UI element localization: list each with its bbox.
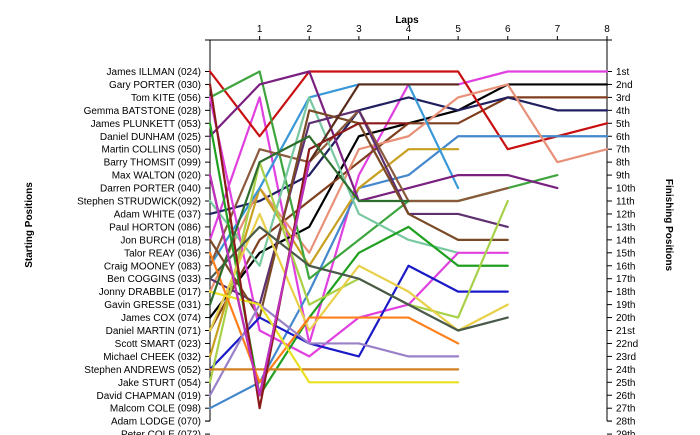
driver-label: David CHAPMAN (019) <box>97 391 201 402</box>
driver-label: Craig MOONEY (083) <box>104 261 201 272</box>
driver-label: Daniel DUNHAM (025) <box>100 132 201 143</box>
finishing-position-label: 18th <box>616 287 635 298</box>
driver-label: Stephen STRUDWICK(092) <box>77 197 201 208</box>
x-tick-label: 7 <box>555 24 561 35</box>
finishing-position-label: 4th <box>616 106 630 117</box>
series-line <box>208 148 460 358</box>
finishing-position-label: 17th <box>616 274 635 285</box>
finishing-position-label: 5th <box>616 119 630 130</box>
x-tick-label: 1 <box>257 24 263 35</box>
series-line <box>208 96 609 216</box>
finishing-position-label: 22nd <box>616 339 638 350</box>
driver-label: Darren PORTER (040) <box>100 184 201 195</box>
driver-label: James ILLMAN (024) <box>107 67 201 78</box>
finishing-position-label: 8th <box>616 158 630 169</box>
driver-label: Adam WHITE (037) <box>114 209 201 220</box>
x-tick-label: 4 <box>406 24 412 35</box>
finishing-position-label: 9th <box>616 171 630 182</box>
series-line <box>208 70 559 203</box>
driver-label: Martin COLLINS (050) <box>102 145 201 156</box>
finishing-position-label: 24th <box>616 365 635 376</box>
finishing-position-label: 19th <box>616 300 635 311</box>
driver-label: Barry THOMSIT (099) <box>104 158 201 169</box>
x-tick-label: 5 <box>455 24 461 35</box>
driver-label: Max WALTON (020) <box>112 171 201 182</box>
x-tick-label: 3 <box>356 24 362 35</box>
finishing-position-label: 28th <box>616 417 635 428</box>
finishing-position-label: 6th <box>616 132 630 143</box>
finishing-position-label: 27th <box>616 404 635 415</box>
finishing-position-label: 11th <box>616 197 635 208</box>
driver-label: James PLUNKETT (053) <box>91 119 201 130</box>
finishing-position-label: 21st <box>616 326 635 337</box>
finishing-position-label: 15th <box>616 248 635 259</box>
finishing-position-label: 12th <box>616 209 635 220</box>
finishing-position-label: 29th <box>616 430 635 435</box>
driver-label: Michael CHEEK (032) <box>103 352 201 363</box>
finishing-position-label: 26th <box>616 391 635 402</box>
finishing-position-label: 20th <box>616 313 635 324</box>
series-line <box>208 83 410 410</box>
driver-label: Jonny DRABBLE (017) <box>99 287 201 298</box>
driver-label: Jon BURCH (018) <box>120 235 201 246</box>
driver-label: Adam LODGE (070) <box>111 417 201 428</box>
series-line <box>208 96 460 267</box>
finishing-position-label: 3rd <box>616 93 630 104</box>
x-tick-label: 2 <box>306 24 312 35</box>
driver-label: Tom KITE (056) <box>131 93 201 104</box>
driver-label: Peter COLE (072) <box>121 430 201 435</box>
driver-label: Gary PORTER (030) <box>109 80 201 91</box>
series-line <box>208 290 460 384</box>
x-tick-label: 6 <box>505 24 511 35</box>
driver-label: James COX (074) <box>121 313 201 324</box>
series-line <box>208 161 311 397</box>
series-layer <box>208 70 609 410</box>
starting-positions-label: Starting Positions <box>24 182 35 268</box>
axes: 1 2 3 4 5 6 7 8 James ILLMAN (024) Gary PORTER (0… <box>77 24 638 435</box>
finishing-position-label: 25th <box>616 378 635 389</box>
driver-label: Ben COGGINS (033) <box>107 274 201 285</box>
driver-label: Paul HORTON (086) <box>109 222 201 233</box>
finishing-position-label: 1st <box>616 67 630 78</box>
finishing-position-label: 10th <box>616 184 635 195</box>
series-line <box>208 135 410 306</box>
series-line <box>208 70 609 151</box>
driver-label: Jake STURT (054) <box>118 378 201 389</box>
series-line <box>208 303 460 397</box>
driver-label: Gemma BATSTONE (028) <box>84 106 201 117</box>
driver-label: Stephen ANDREWS (052) <box>84 365 201 376</box>
series-line <box>208 225 509 332</box>
finishing-position-label: 2nd <box>616 80 633 91</box>
finishing-position-label: 23rd <box>616 352 636 363</box>
finishing-position-label: 7th <box>616 145 630 156</box>
series-line <box>208 264 509 371</box>
x-tick-label: 8 <box>604 24 610 35</box>
driver-label: Daniel MARTIN (071) <box>106 326 201 337</box>
driver-label: Malcom COLE (098) <box>110 404 201 415</box>
chart-title: Laps <box>395 15 419 26</box>
finishing-positions-label: Finishing Positions <box>663 179 674 272</box>
driver-label: Talor REAY (036) <box>124 248 201 259</box>
driver-label: Gavin GRESSE (031) <box>104 300 201 311</box>
finishing-position-label: 14th <box>616 235 635 246</box>
driver-label: Scott SMART (023) <box>115 339 201 350</box>
finishing-position-label: 13th <box>616 222 635 233</box>
finishing-position-label: 16th <box>616 261 635 272</box>
